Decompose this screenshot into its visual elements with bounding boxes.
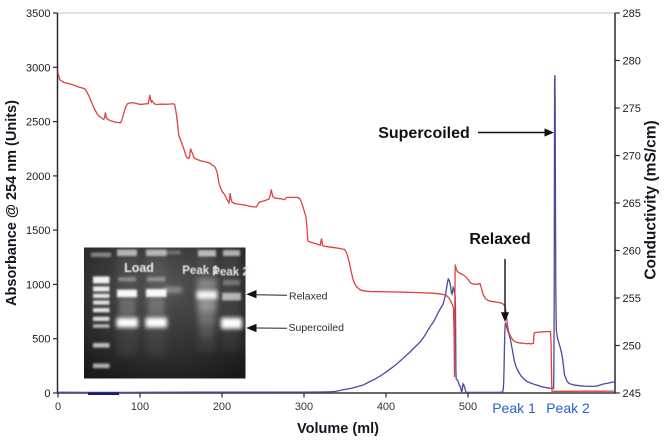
svg-text:0: 0 (55, 401, 61, 413)
svg-text:260: 260 (623, 246, 641, 258)
svg-text:3500: 3500 (26, 8, 50, 20)
svg-text:Conductivity (mS/cm): Conductivity (mS/cm) (643, 120, 660, 279)
svg-text:500: 500 (32, 334, 50, 346)
svg-text:250: 250 (623, 341, 641, 353)
svg-text:Peak 2: Peak 2 (546, 400, 590, 416)
svg-text:300: 300 (295, 401, 313, 413)
svg-text:285: 285 (623, 8, 641, 20)
svg-text:1500: 1500 (26, 225, 50, 237)
svg-text:Relaxed: Relaxed (289, 290, 328, 302)
svg-text:Relaxed: Relaxed (469, 231, 530, 248)
svg-text:Load: Load (124, 261, 154, 275)
svg-text:Supercoiled: Supercoiled (378, 125, 470, 142)
svg-text:2500: 2500 (26, 117, 50, 129)
svg-text:Peak 1: Peak 1 (182, 265, 219, 277)
svg-text:280: 280 (623, 56, 641, 68)
svg-text:Peak 2: Peak 2 (212, 267, 248, 279)
svg-text:100: 100 (131, 401, 149, 413)
svg-text:Absorbance @ 254 nm (Units): Absorbance @ 254 nm (Units) (4, 100, 20, 306)
svg-text:Supercoiled: Supercoiled (289, 322, 345, 334)
svg-text:Volume (ml): Volume (ml) (297, 421, 379, 437)
svg-text:270: 270 (623, 151, 641, 163)
svg-text:2000: 2000 (26, 171, 50, 183)
svg-text:1000: 1000 (26, 279, 50, 291)
svg-text:500: 500 (459, 401, 477, 413)
svg-text:400: 400 (377, 401, 395, 413)
svg-text:Peak 1: Peak 1 (492, 400, 536, 416)
svg-text:245: 245 (623, 388, 641, 400)
svg-text:265: 265 (623, 198, 641, 210)
svg-text:3000: 3000 (26, 62, 50, 74)
svg-text:200: 200 (213, 401, 231, 413)
svg-text:255: 255 (623, 293, 641, 305)
svg-text:275: 275 (623, 103, 641, 115)
svg-text:0: 0 (44, 388, 50, 400)
